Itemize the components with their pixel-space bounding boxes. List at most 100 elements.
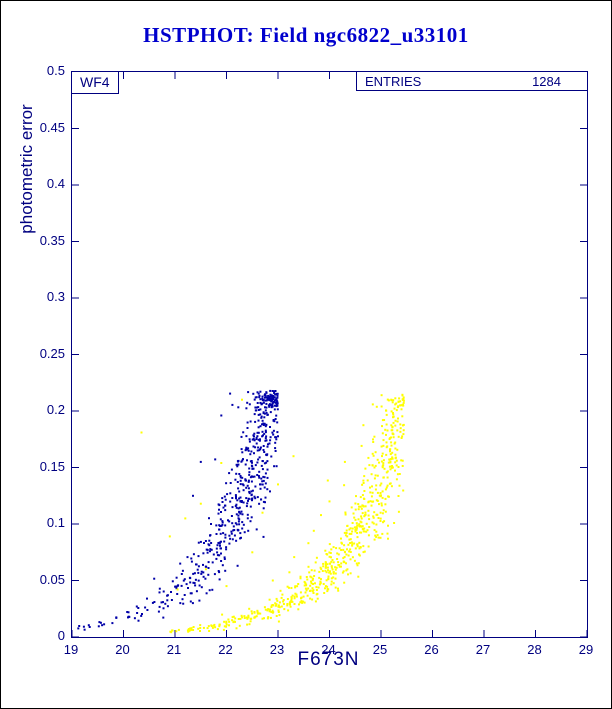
data-point xyxy=(261,511,264,514)
data-point xyxy=(386,445,389,448)
data-point xyxy=(257,392,260,395)
data-point xyxy=(265,402,268,405)
data-point xyxy=(376,534,379,537)
data-point xyxy=(225,625,228,628)
data-point xyxy=(200,572,203,575)
x-tick-label: 24 xyxy=(321,642,336,657)
data-point xyxy=(219,544,221,547)
data-point xyxy=(237,406,240,409)
data-point xyxy=(385,486,388,489)
data-point xyxy=(198,584,201,587)
data-point xyxy=(379,520,382,522)
data-point xyxy=(397,466,400,468)
data-point xyxy=(207,561,210,564)
data-point xyxy=(346,568,349,571)
data-point xyxy=(239,617,242,620)
data-point xyxy=(324,569,327,572)
data-point xyxy=(299,591,302,594)
data-point xyxy=(157,610,160,613)
data-point xyxy=(330,583,333,586)
data-point xyxy=(137,607,140,609)
data-point xyxy=(144,606,147,609)
data-point xyxy=(223,625,226,628)
data-point xyxy=(367,534,370,537)
data-point xyxy=(269,389,272,392)
data-point xyxy=(384,510,387,513)
data-point xyxy=(246,513,249,516)
data-point xyxy=(202,575,205,578)
data-point xyxy=(244,463,247,466)
data-point xyxy=(263,412,266,415)
data-point xyxy=(398,484,401,487)
data-point xyxy=(359,505,362,508)
data-point xyxy=(197,541,200,544)
x-axis-label: F673N xyxy=(297,649,360,670)
data-point xyxy=(328,543,331,546)
data-point xyxy=(268,397,271,400)
data-point xyxy=(289,605,292,608)
data-point xyxy=(390,436,392,439)
data-point xyxy=(271,431,274,434)
data-point xyxy=(237,529,240,532)
data-point xyxy=(354,502,357,505)
data-point xyxy=(344,513,347,516)
data-point xyxy=(229,500,232,503)
data-point xyxy=(187,630,190,633)
data-point xyxy=(310,576,313,579)
data-point xyxy=(402,404,405,407)
data-point xyxy=(371,521,374,524)
data-point xyxy=(228,542,231,545)
data-point xyxy=(238,473,241,475)
data-point xyxy=(209,534,212,537)
data-point xyxy=(379,536,382,539)
data-point xyxy=(216,551,219,554)
data-point xyxy=(382,444,385,447)
data-point xyxy=(391,425,394,428)
data-point xyxy=(269,426,271,428)
data-point xyxy=(311,590,314,593)
data-point xyxy=(340,541,343,544)
data-point xyxy=(146,609,149,611)
data-point xyxy=(342,548,345,551)
data-point xyxy=(247,391,250,394)
data-point xyxy=(393,442,396,445)
data-point xyxy=(376,474,379,477)
data-point xyxy=(363,550,366,553)
data-point xyxy=(259,398,262,401)
data-point xyxy=(293,595,296,598)
data-point xyxy=(137,619,140,622)
data-point xyxy=(196,568,199,571)
data-point xyxy=(273,408,276,411)
data-point xyxy=(357,575,360,578)
scatter-canvas xyxy=(72,72,587,637)
stats-box: ENTRIES 1284 xyxy=(356,71,588,91)
data-point xyxy=(190,560,193,563)
data-point xyxy=(257,409,260,411)
data-point xyxy=(353,516,356,519)
data-point xyxy=(211,561,214,564)
y-tick-label: 0.15 xyxy=(39,458,65,474)
data-point xyxy=(273,401,275,404)
data-point xyxy=(189,577,192,580)
x-tick-label: 27 xyxy=(475,642,491,657)
data-point xyxy=(274,450,277,452)
data-point xyxy=(395,478,398,481)
data-point xyxy=(354,530,357,533)
data-point xyxy=(399,427,402,430)
data-point xyxy=(249,453,252,456)
data-point xyxy=(239,476,242,479)
data-point xyxy=(181,598,184,601)
data-point xyxy=(238,511,241,514)
y-tick-label: 0 xyxy=(57,628,65,643)
data-point xyxy=(351,522,354,524)
data-point xyxy=(382,509,385,512)
data-point xyxy=(240,510,243,513)
data-point xyxy=(322,565,325,568)
data-point xyxy=(278,606,281,609)
data-point xyxy=(195,563,197,566)
data-point xyxy=(266,617,269,620)
data-point xyxy=(193,572,196,575)
data-point xyxy=(259,483,262,486)
data-point xyxy=(382,464,385,467)
data-point xyxy=(345,569,348,572)
